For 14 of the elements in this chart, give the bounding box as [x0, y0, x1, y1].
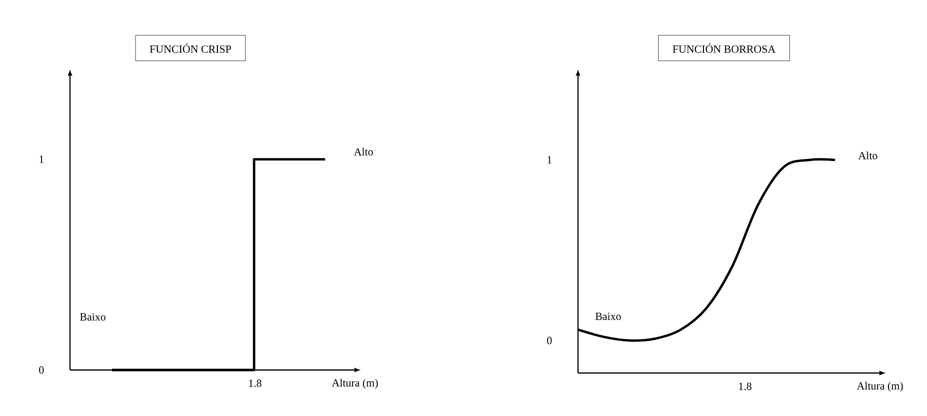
x-axis-title: Altura (m) — [856, 382, 903, 392]
y-tick-label: 0 — [547, 336, 552, 344]
annotation: Baixo — [595, 312, 621, 320]
text: Alto — [858, 152, 878, 160]
chart-title: FUNCIÓN CRISP — [150, 43, 231, 53]
text: 1.8 — [249, 380, 262, 387]
annotation: Alto — [354, 148, 373, 156]
annotation: Baixo — [80, 313, 106, 321]
x-axis-title: Altura (m) — [332, 378, 378, 389]
chart-title: FUNCIÓN BORROSA — [672, 43, 776, 53]
y-tick-label: 1 — [40, 156, 44, 163]
y-tick-label: 1 — [548, 156, 552, 164]
y-tick-label: 0 — [39, 366, 44, 374]
text: 1.8 — [739, 382, 752, 390]
